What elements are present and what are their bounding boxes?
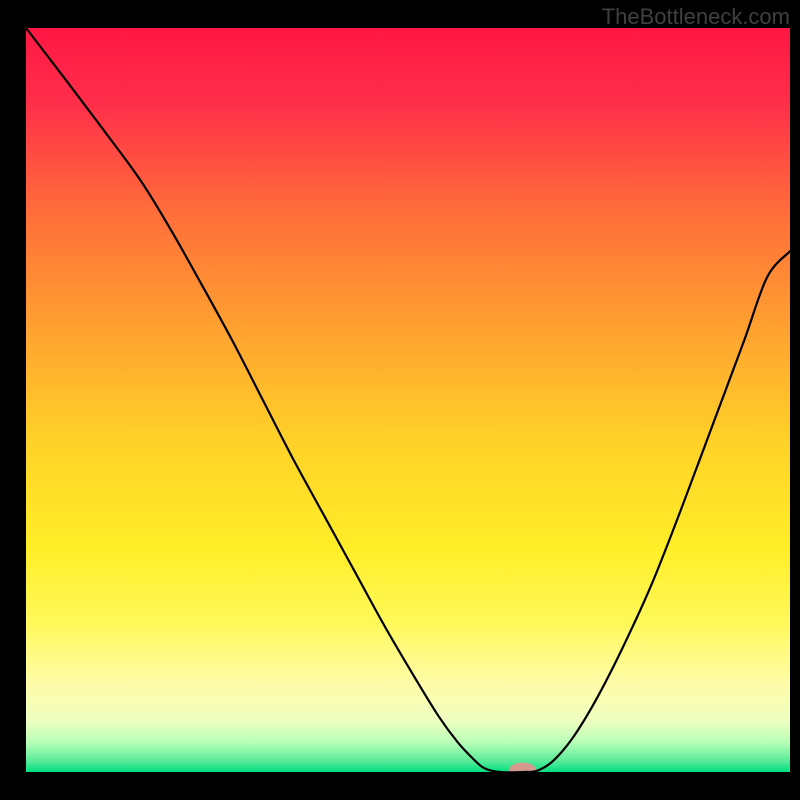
chart-container: TheBottleneck.com (0, 0, 800, 800)
gradient-background (26, 28, 790, 772)
watermark-text: TheBottleneck.com (602, 4, 790, 30)
chart-svg (26, 28, 790, 772)
plot-area (26, 28, 790, 772)
